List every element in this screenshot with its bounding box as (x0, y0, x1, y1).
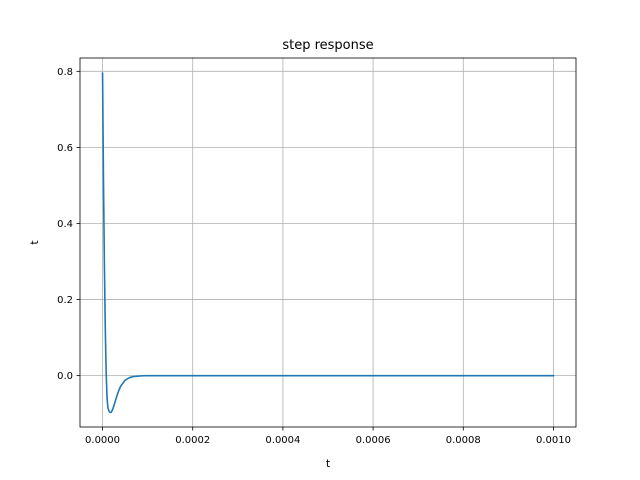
x-tick-label: 0.0002 (175, 435, 210, 446)
chart-title: step response (282, 38, 373, 53)
y-tick-label: 0.6 (57, 143, 73, 154)
x-tick-label: 0.0008 (446, 435, 481, 446)
y-tick-label: 0.0 (57, 371, 73, 382)
y-tick-label: 0.4 (57, 219, 73, 230)
y-tick-label: 0.2 (57, 295, 73, 306)
y-axis-label: t (28, 240, 41, 245)
x-tick-label: 0.0006 (356, 435, 391, 446)
plot-area (101, 72, 555, 414)
x-tick-label: 0.0000 (85, 435, 120, 446)
x-tick-label: 0.0010 (536, 435, 571, 446)
series-line-0 (101, 72, 555, 414)
ticks: 0.0000 0.0002 0.0004 0.0006 0.0008 0.0010 0.0 0… (57, 67, 571, 446)
y-tick-label: 0.8 (57, 67, 73, 78)
x-axis-label: t (326, 457, 331, 470)
axes-frame (79, 57, 577, 428)
x-tick-label: 0.0004 (265, 435, 300, 446)
